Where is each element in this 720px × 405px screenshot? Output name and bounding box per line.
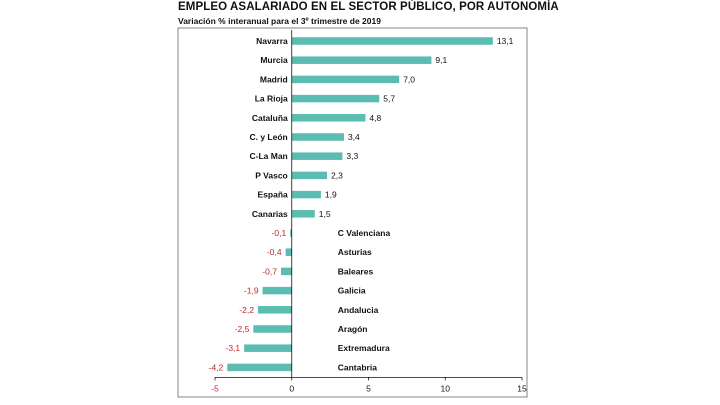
bar-17 (227, 363, 292, 372)
bar-15 (253, 325, 292, 333)
bar-12 (281, 267, 292, 276)
category-label-12: Baleares (338, 266, 374, 276)
bar-16 (244, 344, 292, 352)
bar-5 (291, 133, 344, 141)
category-label-10: C Valenciana (338, 228, 391, 238)
category-label-3: La Rioja (255, 94, 288, 104)
bar-7 (291, 171, 328, 180)
category-label-0: Navarra (256, 36, 288, 46)
bar-10 (290, 229, 292, 237)
chart-title: EMPLEO ASALARIADO EN EL SECTOR PÚBLICO, … (178, 1, 559, 13)
category-label-7: P Vasco (255, 170, 287, 180)
bar-3 (291, 94, 380, 103)
category-label-1: Murcia (260, 55, 288, 65)
value-label-0: 13,1 (497, 36, 514, 46)
category-label-17: Cantabria (338, 362, 377, 372)
category-label-6: C-La Man (250, 151, 288, 161)
value-label-2: 7,0 (403, 74, 415, 84)
bar-4 (291, 114, 366, 122)
value-label-13: -1,9 (244, 286, 259, 296)
x-tick-label-0: -5 (211, 383, 219, 393)
bar-9 (291, 210, 315, 218)
category-label-9: Canarias (252, 209, 288, 219)
value-label-1: 9,1 (435, 55, 447, 65)
bar-1 (291, 56, 432, 64)
category-label-11: Asturias (338, 247, 372, 257)
value-label-15: -2,5 (235, 324, 250, 334)
x-tick-label-4: 15 (517, 383, 527, 393)
plot-frame (177, 27, 528, 398)
category-label-4: Cataluña (252, 113, 288, 123)
bar-11 (285, 248, 292, 256)
value-label-12: -0,7 (262, 266, 277, 276)
value-label-3: 5,7 (383, 94, 395, 104)
value-label-14: -2,2 (239, 305, 254, 315)
chart-subtitle: Variación % interanual para el 3º trimes… (178, 16, 381, 26)
value-label-5: 3,4 (348, 132, 360, 142)
x-tick-label-3: 10 (441, 383, 451, 393)
value-label-9: 1,5 (319, 209, 331, 219)
bar-13 (262, 286, 292, 295)
bar-2 (291, 75, 400, 84)
value-label-16: -3,1 (226, 343, 241, 353)
category-label-5: C. y León (249, 132, 287, 142)
value-label-10: -0,1 (272, 228, 287, 238)
category-label-13: Galicia (338, 286, 366, 296)
bar-6 (291, 152, 343, 160)
category-label-2: Madrid (260, 74, 288, 84)
value-label-8: 1,9 (325, 190, 337, 200)
x-tick-label-2: 5 (366, 383, 371, 393)
bar-0 (291, 37, 493, 45)
x-tick-label-1: 0 (289, 383, 294, 393)
value-label-6: 3,3 (346, 151, 358, 161)
value-label-4: 4,8 (369, 113, 381, 123)
value-label-7: 2,3 (331, 170, 343, 180)
category-label-14: Andalucia (338, 305, 379, 315)
bar-14 (257, 306, 292, 314)
value-label-17: -4,2 (209, 362, 224, 372)
value-label-11: -0,4 (267, 247, 282, 257)
category-label-16: Extremadura (338, 343, 390, 353)
category-label-8: España (258, 190, 289, 200)
category-label-15: Aragón (338, 324, 368, 334)
bar-8 (291, 190, 321, 199)
